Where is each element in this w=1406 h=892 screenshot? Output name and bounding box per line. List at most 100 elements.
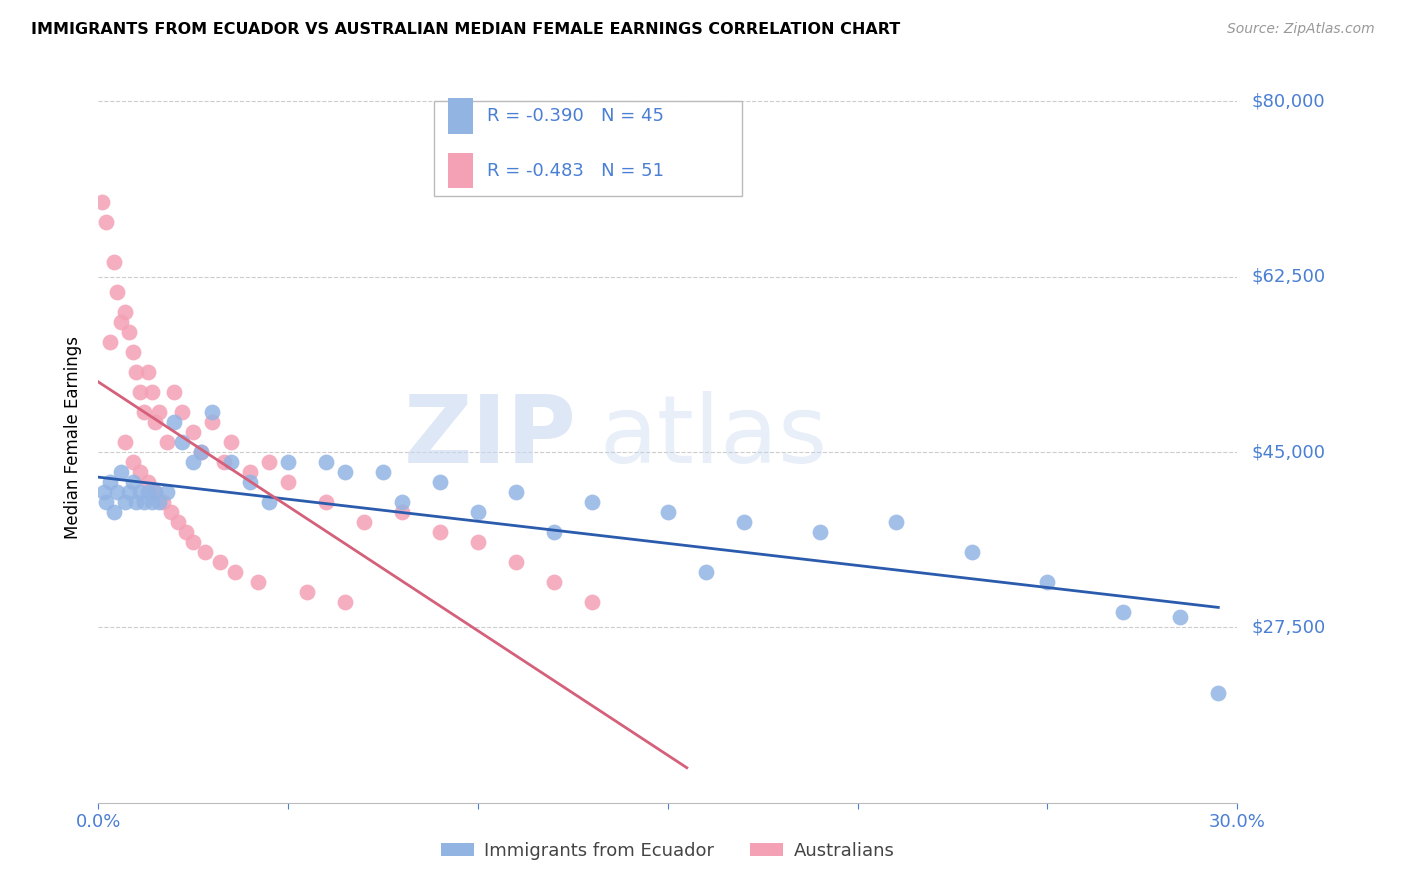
Point <box>190 445 212 459</box>
Bar <box>449 153 472 188</box>
Point <box>145 415 167 429</box>
Point <box>145 485 167 500</box>
Point <box>239 475 262 490</box>
Point <box>141 495 163 509</box>
Text: ZIP: ZIP <box>404 391 576 483</box>
Point <box>201 415 224 429</box>
Point <box>1036 575 1059 590</box>
Point <box>212 455 235 469</box>
Text: $80,000: $80,000 <box>1251 93 1324 111</box>
Point <box>136 365 159 379</box>
Point <box>152 495 174 509</box>
Point <box>129 465 152 479</box>
Point <box>118 485 141 500</box>
Point <box>505 485 527 500</box>
Point <box>121 455 143 469</box>
Text: $27,500: $27,500 <box>1251 618 1326 637</box>
Point <box>94 214 117 228</box>
Point <box>221 455 243 469</box>
Point <box>224 566 246 580</box>
Point <box>246 575 269 590</box>
Point <box>695 566 717 580</box>
Point <box>114 435 136 450</box>
Point <box>107 285 129 299</box>
Point <box>145 485 167 500</box>
Point <box>581 595 603 609</box>
Point <box>107 485 129 500</box>
Point <box>1170 610 1192 624</box>
Point <box>1112 606 1135 620</box>
Point <box>141 384 163 399</box>
Point <box>208 555 231 569</box>
Point <box>335 595 357 609</box>
Point <box>103 254 125 268</box>
Point <box>259 495 281 509</box>
Point <box>429 525 451 540</box>
Bar <box>449 98 472 134</box>
Point <box>221 435 243 450</box>
Point <box>183 535 205 549</box>
Point <box>183 425 205 439</box>
Point <box>391 505 413 519</box>
Point <box>121 345 143 359</box>
Point <box>129 384 152 399</box>
Point <box>118 325 141 339</box>
Point <box>121 475 143 490</box>
Point <box>259 455 281 469</box>
Point <box>163 384 186 399</box>
Point <box>159 505 181 519</box>
Point <box>125 495 148 509</box>
Point <box>98 475 121 490</box>
Point <box>170 405 193 419</box>
Point <box>156 485 179 500</box>
Point <box>884 515 907 529</box>
Point <box>110 315 132 329</box>
Point <box>297 585 319 599</box>
Point <box>114 495 136 509</box>
Text: Source: ZipAtlas.com: Source: ZipAtlas.com <box>1227 22 1375 37</box>
Point <box>391 495 413 509</box>
Point <box>148 405 170 419</box>
Point <box>733 515 755 529</box>
Text: atlas: atlas <box>599 391 828 483</box>
Point <box>94 495 117 509</box>
Point <box>183 455 205 469</box>
Point <box>114 305 136 319</box>
Point <box>543 575 565 590</box>
Point <box>110 465 132 479</box>
Point <box>190 445 212 459</box>
Point <box>657 505 679 519</box>
Point <box>315 495 337 509</box>
Point <box>201 405 224 419</box>
Point <box>1208 685 1230 699</box>
Point <box>98 334 121 349</box>
Point <box>194 545 217 559</box>
Point <box>960 545 983 559</box>
Point <box>93 485 115 500</box>
Point <box>581 495 603 509</box>
Point <box>277 475 299 490</box>
Point <box>315 455 337 469</box>
FancyBboxPatch shape <box>434 101 742 195</box>
Point <box>103 505 125 519</box>
Text: R = -0.390   N = 45: R = -0.390 N = 45 <box>486 107 664 125</box>
Point <box>467 535 489 549</box>
Point <box>505 555 527 569</box>
Point <box>335 465 357 479</box>
Text: R = -0.483   N = 51: R = -0.483 N = 51 <box>486 161 664 180</box>
Point <box>239 465 262 479</box>
Point <box>136 485 159 500</box>
Point <box>467 505 489 519</box>
Point <box>170 435 193 450</box>
Point <box>148 495 170 509</box>
Y-axis label: Median Female Earnings: Median Female Earnings <box>65 335 83 539</box>
Point <box>163 415 186 429</box>
Point <box>125 365 148 379</box>
Point <box>132 495 155 509</box>
Legend: Immigrants from Ecuador, Australians: Immigrants from Ecuador, Australians <box>434 835 901 867</box>
Point <box>543 525 565 540</box>
Point <box>174 525 197 540</box>
Point <box>91 194 114 209</box>
Point <box>277 455 299 469</box>
Point <box>353 515 375 529</box>
